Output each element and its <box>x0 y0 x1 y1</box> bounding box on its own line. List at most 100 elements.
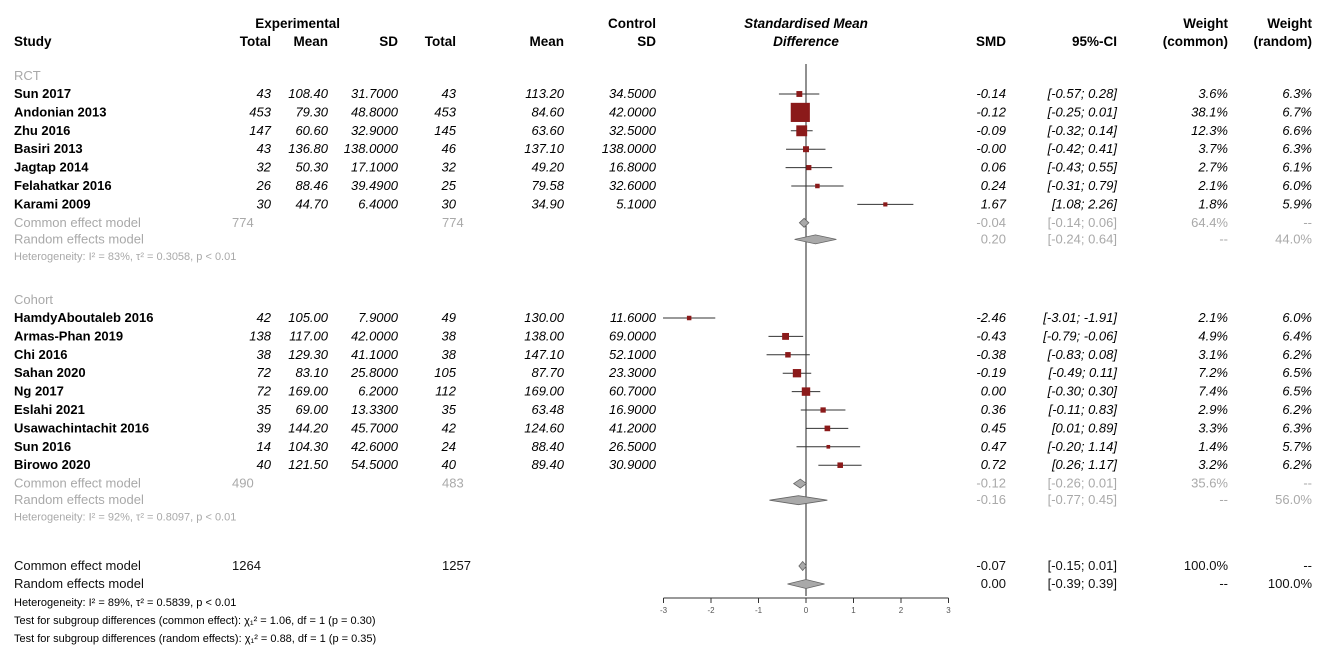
study-row: Eslahi 2021 35 69.00 13.3300 35 63.48 16.9000 0… <box>14 402 1312 417</box>
smd-value: -0.12 <box>976 104 1006 119</box>
c-mean: 87.70 <box>531 365 564 380</box>
weight-random: 6.3% <box>1282 141 1312 156</box>
weight-common: 2.9% <box>1197 402 1228 417</box>
weight-common: 12.3% <box>1191 123 1228 138</box>
e-sd: 39.4900 <box>351 178 399 193</box>
ci-value: [-0.20; 1.14] <box>1047 439 1118 454</box>
ci-value: [-0.11; 0.83] <box>1048 402 1118 417</box>
smd-value: -0.19 <box>976 365 1006 380</box>
study-box <box>826 444 831 449</box>
c-total: 1257 <box>442 558 471 573</box>
c-sd: 16.9000 <box>609 402 657 417</box>
e-mean: 50.30 <box>295 160 328 175</box>
study-name: Zhu 2016 <box>14 123 70 138</box>
c-total: 43 <box>442 86 457 101</box>
e-sd: 54.5000 <box>351 457 399 472</box>
e-total: 40 <box>257 457 272 472</box>
c-total: 105 <box>434 365 456 380</box>
smd-value: -0.09 <box>976 123 1006 138</box>
c-sd: 23.3000 <box>608 365 657 380</box>
ci-value: [-0.39; 0.39] <box>1048 576 1117 591</box>
e-sd: 7.9000 <box>358 310 399 325</box>
c-total: 453 <box>434 104 456 119</box>
e-sd: 25.8000 <box>350 365 399 380</box>
c-mean: 79.58 <box>531 178 564 193</box>
e-mean: 44.70 <box>295 196 328 211</box>
study-box <box>837 462 843 468</box>
smd-value: -0.14 <box>976 86 1006 101</box>
e-mean: 169.00 <box>288 384 329 399</box>
header-weight-common: Weight <box>1183 16 1228 31</box>
c-mean: 138.00 <box>524 328 565 343</box>
c-mean: 169.00 <box>524 384 565 399</box>
weight-common: 2.1% <box>1197 178 1228 193</box>
overall-random-summary-row: Random effects model 0.00 [-0.39; 0.39] -- 1… <box>14 576 1312 591</box>
heterogeneity-text: Heterogeneity: I² = 92%, τ² = 0.8097, p … <box>14 512 236 524</box>
weight-random: -- <box>1303 558 1312 573</box>
c-mean: 34.90 <box>531 196 564 211</box>
c-sd: 26.5000 <box>608 439 657 454</box>
e-mean: 83.10 <box>295 365 328 380</box>
study-name: Sun 2016 <box>14 439 71 454</box>
weight-common: 7.2% <box>1198 365 1228 380</box>
e-sd: 42.0000 <box>351 328 399 343</box>
random-diamond <box>794 234 837 245</box>
header-weight-random-sub: (random) <box>1254 34 1313 49</box>
c-total: 30 <box>442 196 457 211</box>
weight-common: 100.0% <box>1184 558 1229 573</box>
study-name: Birowo 2020 <box>14 457 91 472</box>
study-box <box>790 102 810 122</box>
ci-value: [-0.14; 0.06] <box>1048 215 1117 230</box>
e-total: 147 <box>249 123 271 138</box>
weight-common: 38.1% <box>1191 104 1228 119</box>
random-model-label: Random effects model <box>14 231 144 246</box>
study-name: Sahan 2020 <box>14 365 86 380</box>
e-sd: 6.2000 <box>358 384 399 399</box>
random-summary-row: Random effects model -0.16 [-0.77; 0.45] --… <box>14 492 1312 507</box>
table-header: Study Experimental Total Mean SD Control… <box>14 16 1312 49</box>
ci-value: [-0.25; 0.01] <box>1047 104 1118 119</box>
header-c-sd: SD <box>637 34 656 49</box>
smd-value: 0.72 <box>981 457 1007 472</box>
study-row: Usawachintachit 2016 39 144.20 45.7000 42 124… <box>14 420 1312 435</box>
study-name: Andonian 2013 <box>14 104 106 119</box>
ci-value: [-0.42; 0.41] <box>1047 141 1118 156</box>
ci-value: [0.01; 0.89] <box>1051 420 1117 435</box>
e-total: 43 <box>257 86 272 101</box>
weight-random: 6.2% <box>1282 457 1312 472</box>
common-diamond <box>798 217 810 228</box>
subgroup-test-random: Test for subgroup differences (random ef… <box>14 633 376 645</box>
ci-value: [-0.79; -0.06] <box>1042 328 1117 343</box>
subgroup-test-common: Test for subgroup differences (common ef… <box>14 615 376 627</box>
smd-value: -0.00 <box>976 141 1006 156</box>
smd-value: -0.16 <box>976 492 1006 507</box>
smd-value: 0.47 <box>981 439 1007 454</box>
e-total: 42 <box>257 310 272 325</box>
e-total: 32 <box>257 160 272 175</box>
weight-common: 1.8% <box>1198 196 1228 211</box>
c-mean: 63.60 <box>531 123 564 138</box>
e-sd: 41.1000 <box>351 347 399 362</box>
x-tick-label: -3 <box>660 606 668 615</box>
weight-random: 6.5% <box>1282 365 1312 380</box>
study-name: Jagtap 2014 <box>14 160 89 175</box>
smd-value: -2.46 <box>976 310 1006 325</box>
overall-random-diamond <box>787 579 825 589</box>
weight-common: 3.7% <box>1198 141 1228 156</box>
heterogeneity-text: Heterogeneity: I² = 83%, τ² = 0.3058, p … <box>14 251 236 263</box>
common-diamond <box>792 478 808 489</box>
header-e-sd: SD <box>379 34 398 49</box>
c-mean: 89.40 <box>531 457 564 472</box>
weight-random: 6.2% <box>1282 347 1312 362</box>
c-total: 774 <box>442 215 464 230</box>
e-sd: 32.9000 <box>351 123 399 138</box>
c-total: 42 <box>442 420 457 435</box>
header-weight-common-sub: (common) <box>1163 34 1228 49</box>
header-weight-random: Weight <box>1267 16 1312 31</box>
weight-common: 3.2% <box>1198 457 1228 472</box>
header-c-mean: Mean <box>529 34 564 49</box>
c-sd: 60.7000 <box>609 384 657 399</box>
x-tick-label: 1 <box>851 606 856 615</box>
weight-common: 7.4% <box>1198 384 1228 399</box>
